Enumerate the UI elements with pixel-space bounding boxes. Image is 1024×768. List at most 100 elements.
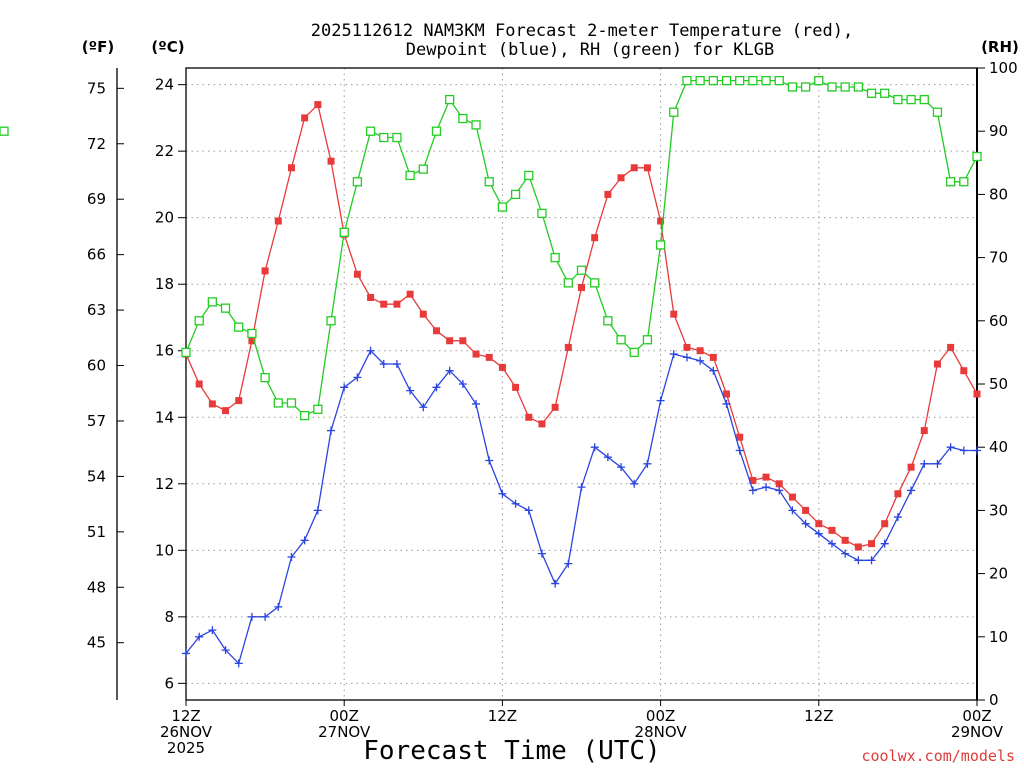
- dewpoint-point: [656, 396, 665, 405]
- rh-point: [260, 373, 270, 383]
- celsius-tick-label: 12: [155, 475, 174, 493]
- dewpoint-point: [472, 399, 481, 408]
- temperature-point: [432, 327, 440, 335]
- dewpoint-point: [261, 612, 270, 621]
- time-tick-label: 28NOV: [635, 723, 688, 741]
- temperature-point: [868, 540, 876, 548]
- temperature-point: [907, 463, 915, 471]
- rh-point: [273, 398, 283, 408]
- rh-point: [497, 202, 508, 212]
- rh-point: [972, 151, 982, 162]
- rh-tick-label: 40: [989, 438, 1008, 456]
- temperature-point: [195, 380, 203, 388]
- rh-point: [299, 410, 310, 421]
- rh-point: [866, 88, 877, 98]
- rh-line: [185, 79, 978, 417]
- dewpoint-point: [748, 486, 757, 495]
- temperature-point: [894, 490, 902, 498]
- rh-point: [550, 252, 560, 263]
- rh-point: [194, 316, 204, 326]
- rh-point: [893, 94, 903, 105]
- rh-point: [945, 177, 956, 187]
- rh-point: [655, 240, 666, 250]
- dewpoint-point: [867, 556, 876, 565]
- celsius-tick-labels: 6 8 10 12 14 16 18 20 22 24: [155, 76, 186, 692]
- temperature-point: [538, 420, 546, 428]
- dewpoint-point: [762, 483, 771, 492]
- rh-point: [590, 278, 600, 288]
- rh-point: [471, 120, 481, 130]
- temperature-point: [775, 480, 783, 488]
- dewpoint-point: [340, 383, 349, 392]
- plot-frame: [185, 67, 978, 701]
- dewpoint-point: [195, 632, 204, 641]
- time-tick-label: 12Z: [171, 707, 200, 725]
- temperature-point: [261, 267, 269, 275]
- dewpoint-point: [300, 536, 309, 545]
- dewpoint-point: [458, 380, 467, 388]
- temperature-point: [314, 101, 322, 109]
- fahrenheit-tick-label: 60: [87, 357, 106, 375]
- rh-point: [207, 297, 218, 307]
- rh-tick-label: 0: [989, 691, 999, 709]
- temperature-point: [591, 234, 599, 242]
- rh-point: [642, 335, 653, 345]
- temperature-point: [723, 390, 731, 398]
- temperature-point: [564, 343, 572, 351]
- rh-point: [0, 126, 9, 136]
- temperature-point: [406, 290, 414, 298]
- dewpoint-point: [537, 549, 546, 558]
- rh-unit-label: (RH): [981, 38, 1019, 56]
- temperature-series: [182, 101, 981, 551]
- rh-point: [418, 164, 428, 174]
- rh-point: [695, 75, 705, 86]
- dewpoint-point: [880, 539, 889, 548]
- rh-tick-label: 50: [989, 375, 1008, 393]
- rh-point: [405, 170, 415, 181]
- rh-point: [365, 126, 376, 136]
- temperature-point: [512, 383, 520, 391]
- dewpoint-point: [920, 459, 929, 468]
- rh-point: [234, 322, 244, 332]
- rh-tick-label: 20: [989, 565, 1008, 583]
- fahrenheit-tick-labels: 45 48 51 54 57 60 63 66 69 72 75: [87, 79, 124, 652]
- temperature-point: [604, 190, 612, 198]
- fahrenheit-tick-label: 57: [87, 412, 106, 430]
- rh-point: [458, 113, 468, 124]
- rh-point: [445, 94, 455, 105]
- rh-point: [761, 75, 771, 86]
- celsius-tick-label: 24: [155, 76, 174, 94]
- time-tick-label: 00Z: [962, 707, 991, 725]
- temperature-point: [815, 520, 823, 528]
- rh-tick-label: 100: [989, 59, 1018, 77]
- rh-point: [669, 107, 679, 117]
- dewpoint-point: [498, 489, 507, 498]
- temperature-point: [301, 114, 309, 122]
- time-tick-label: 29NOV: [951, 723, 1004, 741]
- rh-point: [313, 404, 323, 414]
- temperature-point: [222, 407, 230, 415]
- rh-point: [379, 132, 389, 143]
- rh-point: [576, 265, 587, 275]
- rh-point: [814, 75, 824, 86]
- dewpoint-series: [182, 346, 981, 668]
- dewpoint-point: [287, 552, 296, 561]
- rh-point: [840, 82, 850, 92]
- fahrenheit-tick-label: 45: [87, 634, 106, 652]
- dewpoint-point: [933, 459, 942, 468]
- rh-point: [800, 82, 811, 92]
- rh-point: [919, 94, 929, 105]
- dewpoint-point: [392, 360, 401, 369]
- dewpoint-point: [827, 539, 836, 548]
- dewpoint-point: [973, 446, 981, 455]
- dewpoint-point: [353, 373, 362, 382]
- temperature-line: [185, 103, 978, 548]
- dewpoint-point: [366, 346, 375, 355]
- rh-point: [959, 177, 969, 187]
- fahrenheit-tick-label: 54: [87, 467, 106, 485]
- dewpoint-point: [722, 399, 731, 408]
- rh-tick-labels: 0 10 20 30 40 50 60 70 80 90 100: [977, 59, 1018, 709]
- dewpoint-point: [682, 353, 691, 362]
- fahrenheit-tick-label: 51: [87, 523, 106, 541]
